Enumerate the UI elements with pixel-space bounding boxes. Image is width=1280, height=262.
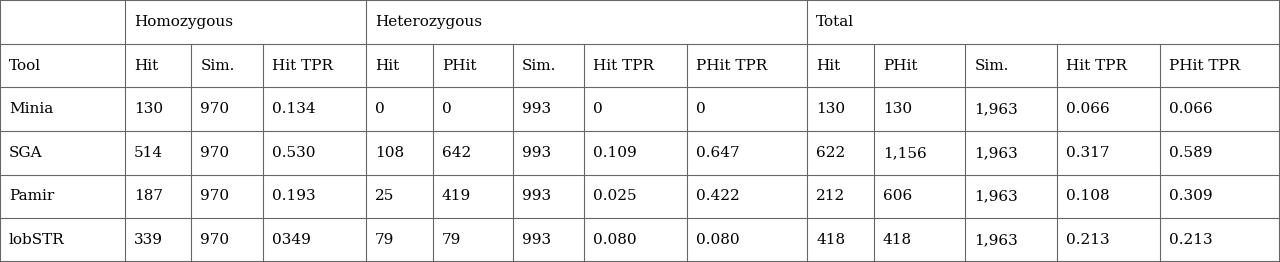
Text: Heterozygous: Heterozygous [375,15,483,29]
Text: Sim.: Sim. [522,58,556,73]
Text: 79: 79 [442,233,461,247]
Text: 339: 339 [134,233,163,247]
Text: 0.589: 0.589 [1169,146,1212,160]
Text: 418: 418 [883,233,911,247]
Text: 130: 130 [817,102,845,116]
Text: 1,963: 1,963 [974,146,1018,160]
Text: 514: 514 [134,146,163,160]
Text: 1,963: 1,963 [974,233,1018,247]
Text: 0.066: 0.066 [1169,102,1213,116]
Text: 187: 187 [134,189,163,204]
Text: Pamir: Pamir [9,189,54,204]
Text: 0.647: 0.647 [696,146,740,160]
Text: 1,156: 1,156 [883,146,927,160]
Text: 0.213: 0.213 [1066,233,1110,247]
Text: Minia: Minia [9,102,54,116]
Text: Sim.: Sim. [974,58,1009,73]
Text: 0: 0 [593,102,603,116]
Text: 606: 606 [883,189,913,204]
Text: 0349: 0349 [271,233,311,247]
Text: 0.134: 0.134 [271,102,316,116]
Text: PHit: PHit [442,58,476,73]
Text: 0.080: 0.080 [593,233,637,247]
Text: 419: 419 [442,189,471,204]
Text: 0: 0 [375,102,385,116]
Text: 993: 993 [522,189,550,204]
Text: 0.213: 0.213 [1169,233,1212,247]
Text: 0.108: 0.108 [1066,189,1110,204]
Text: 1,963: 1,963 [974,102,1018,116]
Text: 970: 970 [201,102,229,116]
Text: Hit: Hit [817,58,841,73]
Text: Homozygous: Homozygous [134,15,233,29]
Text: 25: 25 [375,189,394,204]
Text: 1,963: 1,963 [974,189,1018,204]
Text: 0.080: 0.080 [696,233,740,247]
Text: 418: 418 [817,233,845,247]
Text: 993: 993 [522,233,550,247]
Text: 130: 130 [883,102,911,116]
Text: 642: 642 [442,146,471,160]
Text: SGA: SGA [9,146,42,160]
Text: 622: 622 [817,146,846,160]
Text: 0.193: 0.193 [271,189,316,204]
Text: 993: 993 [522,146,550,160]
Text: Tool: Tool [9,58,41,73]
Text: 0: 0 [696,102,707,116]
Text: 0.309: 0.309 [1169,189,1212,204]
Text: 993: 993 [522,102,550,116]
Text: 970: 970 [201,189,229,204]
Text: 0.530: 0.530 [271,146,315,160]
Text: 108: 108 [375,146,404,160]
Text: 130: 130 [134,102,163,116]
Text: Hit TPR: Hit TPR [271,58,333,73]
Text: Hit TPR: Hit TPR [593,58,654,73]
Text: 0.109: 0.109 [593,146,637,160]
Text: PHit TPR: PHit TPR [1169,58,1240,73]
Text: 970: 970 [201,146,229,160]
Text: 79: 79 [375,233,394,247]
Text: Hit: Hit [134,58,157,73]
Text: 0.025: 0.025 [593,189,637,204]
Text: Hit: Hit [375,58,399,73]
Text: PHit TPR: PHit TPR [696,58,768,73]
Text: Hit TPR: Hit TPR [1066,58,1126,73]
Text: 0.422: 0.422 [696,189,740,204]
Text: lobSTR: lobSTR [9,233,65,247]
Text: 0.066: 0.066 [1066,102,1110,116]
Text: 212: 212 [817,189,846,204]
Text: 970: 970 [201,233,229,247]
Text: PHit: PHit [883,58,918,73]
Text: 0.317: 0.317 [1066,146,1110,160]
Text: 0: 0 [442,102,452,116]
Text: Sim.: Sim. [201,58,234,73]
Text: Total: Total [817,15,854,29]
